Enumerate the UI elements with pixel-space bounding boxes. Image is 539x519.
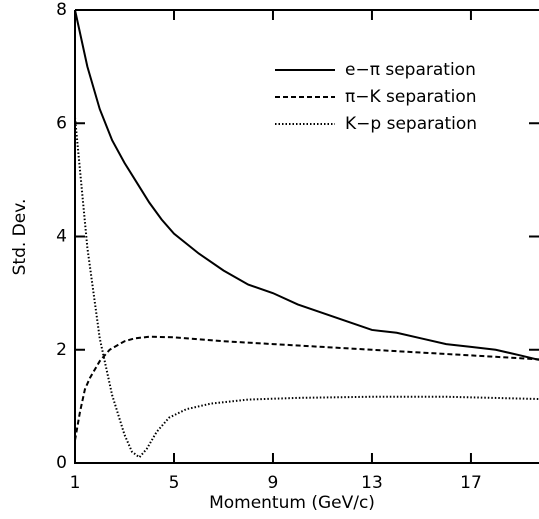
y-tick-label: 6 [56,113,67,133]
x-tick-label: 5 [169,473,180,493]
series-line [74,335,539,441]
y-tick-label: 2 [56,340,67,360]
legend-label: K−p separation [345,114,477,134]
series-line [74,9,539,361]
y-tick-label: 8 [56,0,67,20]
x-tick-label: 1 [70,473,81,493]
legend-label: e−π separation [345,60,476,80]
y-tick-label: 4 [56,227,67,247]
x-tick-label: 9 [268,473,279,493]
x-tick-label: 13 [361,473,383,493]
series-line [74,117,539,459]
x-axis-label: Momentum (GeV/c) [209,493,375,513]
x-tick-label: 17 [460,473,482,493]
y-tick-label: 0 [56,453,67,473]
y-axis-label: Std. Dev. [10,199,30,276]
legend-label: π−K separation [345,87,477,107]
